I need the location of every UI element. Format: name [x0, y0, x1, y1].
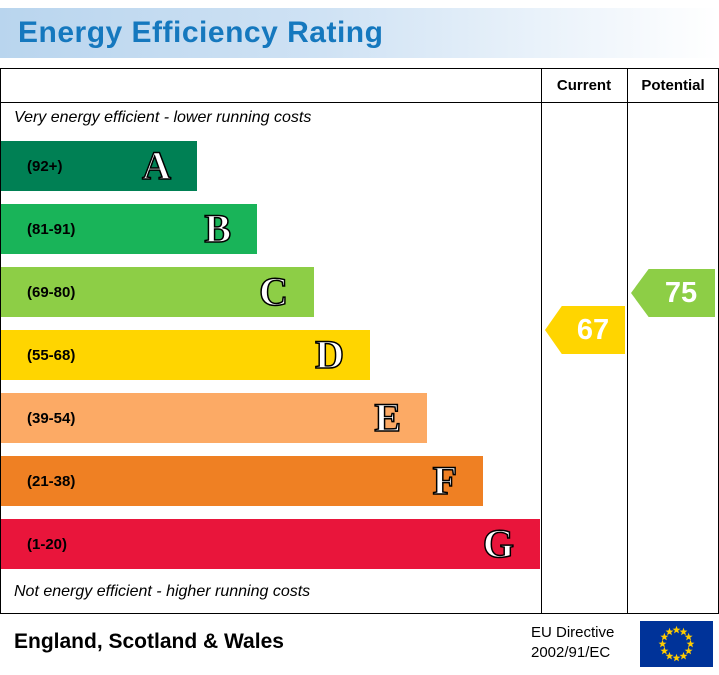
- band-range-label-c: (69-80): [27, 283, 76, 301]
- eu-directive-line1: EU Directive: [531, 624, 615, 641]
- top-note: Very energy efficient - lower running co…: [14, 109, 312, 126]
- current-rating-value: 67: [576, 313, 610, 346]
- band-letter-e: E: [374, 395, 402, 440]
- eu-directive-text: EU Directive 2002/91/EC: [531, 623, 614, 663]
- current-column-divider: [541, 69, 542, 613]
- potential-rating-value: 75: [664, 276, 698, 309]
- band-range-label-g: (1-20): [27, 535, 68, 553]
- band-letter-c: C: [258, 269, 288, 314]
- eu-flag-icon: [640, 621, 713, 667]
- band-range-label-d: (55-68): [27, 346, 76, 364]
- band-bar-b: (81-91) B: [1, 204, 257, 254]
- column-header-current: Current: [556, 77, 612, 94]
- band-letter-g: G: [482, 521, 515, 566]
- band-range-label-b: (81-91): [27, 220, 76, 238]
- band-range-label-a: (92+): [27, 157, 63, 175]
- footer: England, Scotland & Wales EU Directive 2…: [0, 614, 719, 675]
- band-bar-f: (21-38) F: [1, 456, 483, 506]
- potential-rating-pointer: 75: [631, 269, 715, 317]
- band-letter-b: B: [204, 206, 232, 251]
- current-rating-pointer: 67: [545, 306, 625, 354]
- potential-column-divider: [627, 69, 628, 613]
- band-letter-d: D: [314, 332, 344, 377]
- band-bar-a: (92+) A: [1, 141, 197, 191]
- band-bar-d: (55-68) D: [1, 330, 370, 380]
- band-letter-a: A: [141, 143, 171, 188]
- band-range-label-e: (39-54): [27, 409, 76, 427]
- rating-chart: Current Potential Very energy efficient …: [0, 68, 719, 614]
- band-bar-e: (39-54) E: [1, 393, 427, 443]
- band-range-label-f: (21-38): [27, 472, 76, 490]
- band-letter-f: F: [432, 458, 458, 503]
- title-bar: Energy Efficiency Rating: [0, 8, 719, 58]
- column-header-potential: Potential: [641, 77, 705, 94]
- region-label: England, Scotland & Wales: [14, 630, 284, 653]
- band-bar-c: (69-80) C: [1, 267, 314, 317]
- band-bar-g: (1-20) G: [1, 519, 540, 569]
- chart-header-row: [1, 69, 718, 103]
- eu-directive-line2: 2002/91/EC: [531, 644, 611, 661]
- page-title: Energy Efficiency Rating: [18, 16, 384, 49]
- bottom-note: Not energy efficient - higher running co…: [14, 583, 311, 600]
